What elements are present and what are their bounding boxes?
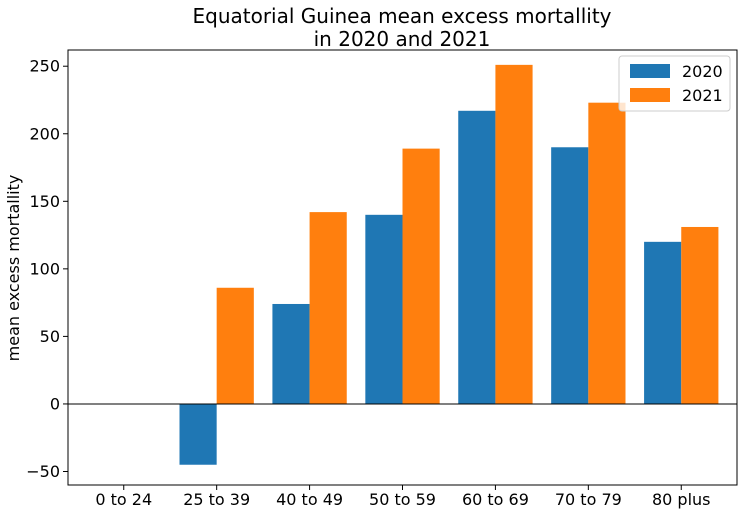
x-tick-label: 50 to 59 <box>369 490 436 509</box>
chart-title-line-1: Equatorial Guinea mean excess mortallity <box>192 4 611 28</box>
bar-2021-40-to-49 <box>309 212 347 404</box>
x-tick-label: 25 to 39 <box>183 490 250 509</box>
y-tick-label: 0 <box>50 394 60 413</box>
bar-2020-40-to-49 <box>272 303 310 404</box>
y-tick-label: 200 <box>29 124 60 143</box>
x-tick-label: 40 to 49 <box>276 490 343 509</box>
y-tick-label: 50 <box>40 327 60 346</box>
legend: 2020 2021 <box>618 55 731 112</box>
bars-layer <box>179 64 719 465</box>
bar-2021-80-plus <box>681 226 719 404</box>
bar-2021-70-to-79 <box>588 102 626 404</box>
bar-2020-50-to-59 <box>365 214 403 404</box>
y-axis: −50 0 50 100 150 200 250 <box>26 57 68 481</box>
y-tick-label: 100 <box>29 259 60 278</box>
y-tick-label: −50 <box>26 462 60 481</box>
y-axis-label: mean excess mortallity <box>4 175 23 362</box>
bar-2020-60-to-69 <box>458 110 496 404</box>
legend-swatch-2021 <box>630 88 670 102</box>
x-tick-label: 80 plus <box>652 490 711 509</box>
bar-2021-60-to-69 <box>495 64 533 404</box>
legend-swatch-2020 <box>630 64 670 78</box>
x-tick-label: 60 to 69 <box>462 490 529 509</box>
x-tick-label: 0 to 24 <box>95 490 152 509</box>
bar-2021-25-to-39 <box>216 287 254 404</box>
x-tick-label: 70 to 79 <box>555 490 622 509</box>
bar-2020-25-to-39 <box>179 403 217 465</box>
legend-label-2021: 2021 <box>682 86 723 105</box>
y-tick-label: 150 <box>29 192 60 211</box>
bar-2020-70-to-79 <box>551 147 589 404</box>
x-axis: 0 to 24 25 to 39 40 to 49 50 to 59 60 to 69 7… <box>95 485 711 509</box>
chart-title-line-2: in 2020 and 2021 <box>314 27 491 51</box>
bar-2020-80-plus <box>644 241 682 404</box>
bar-2021-50-to-59 <box>402 148 440 404</box>
y-tick-label: 250 <box>29 57 60 76</box>
legend-label-2020: 2020 <box>682 62 723 81</box>
